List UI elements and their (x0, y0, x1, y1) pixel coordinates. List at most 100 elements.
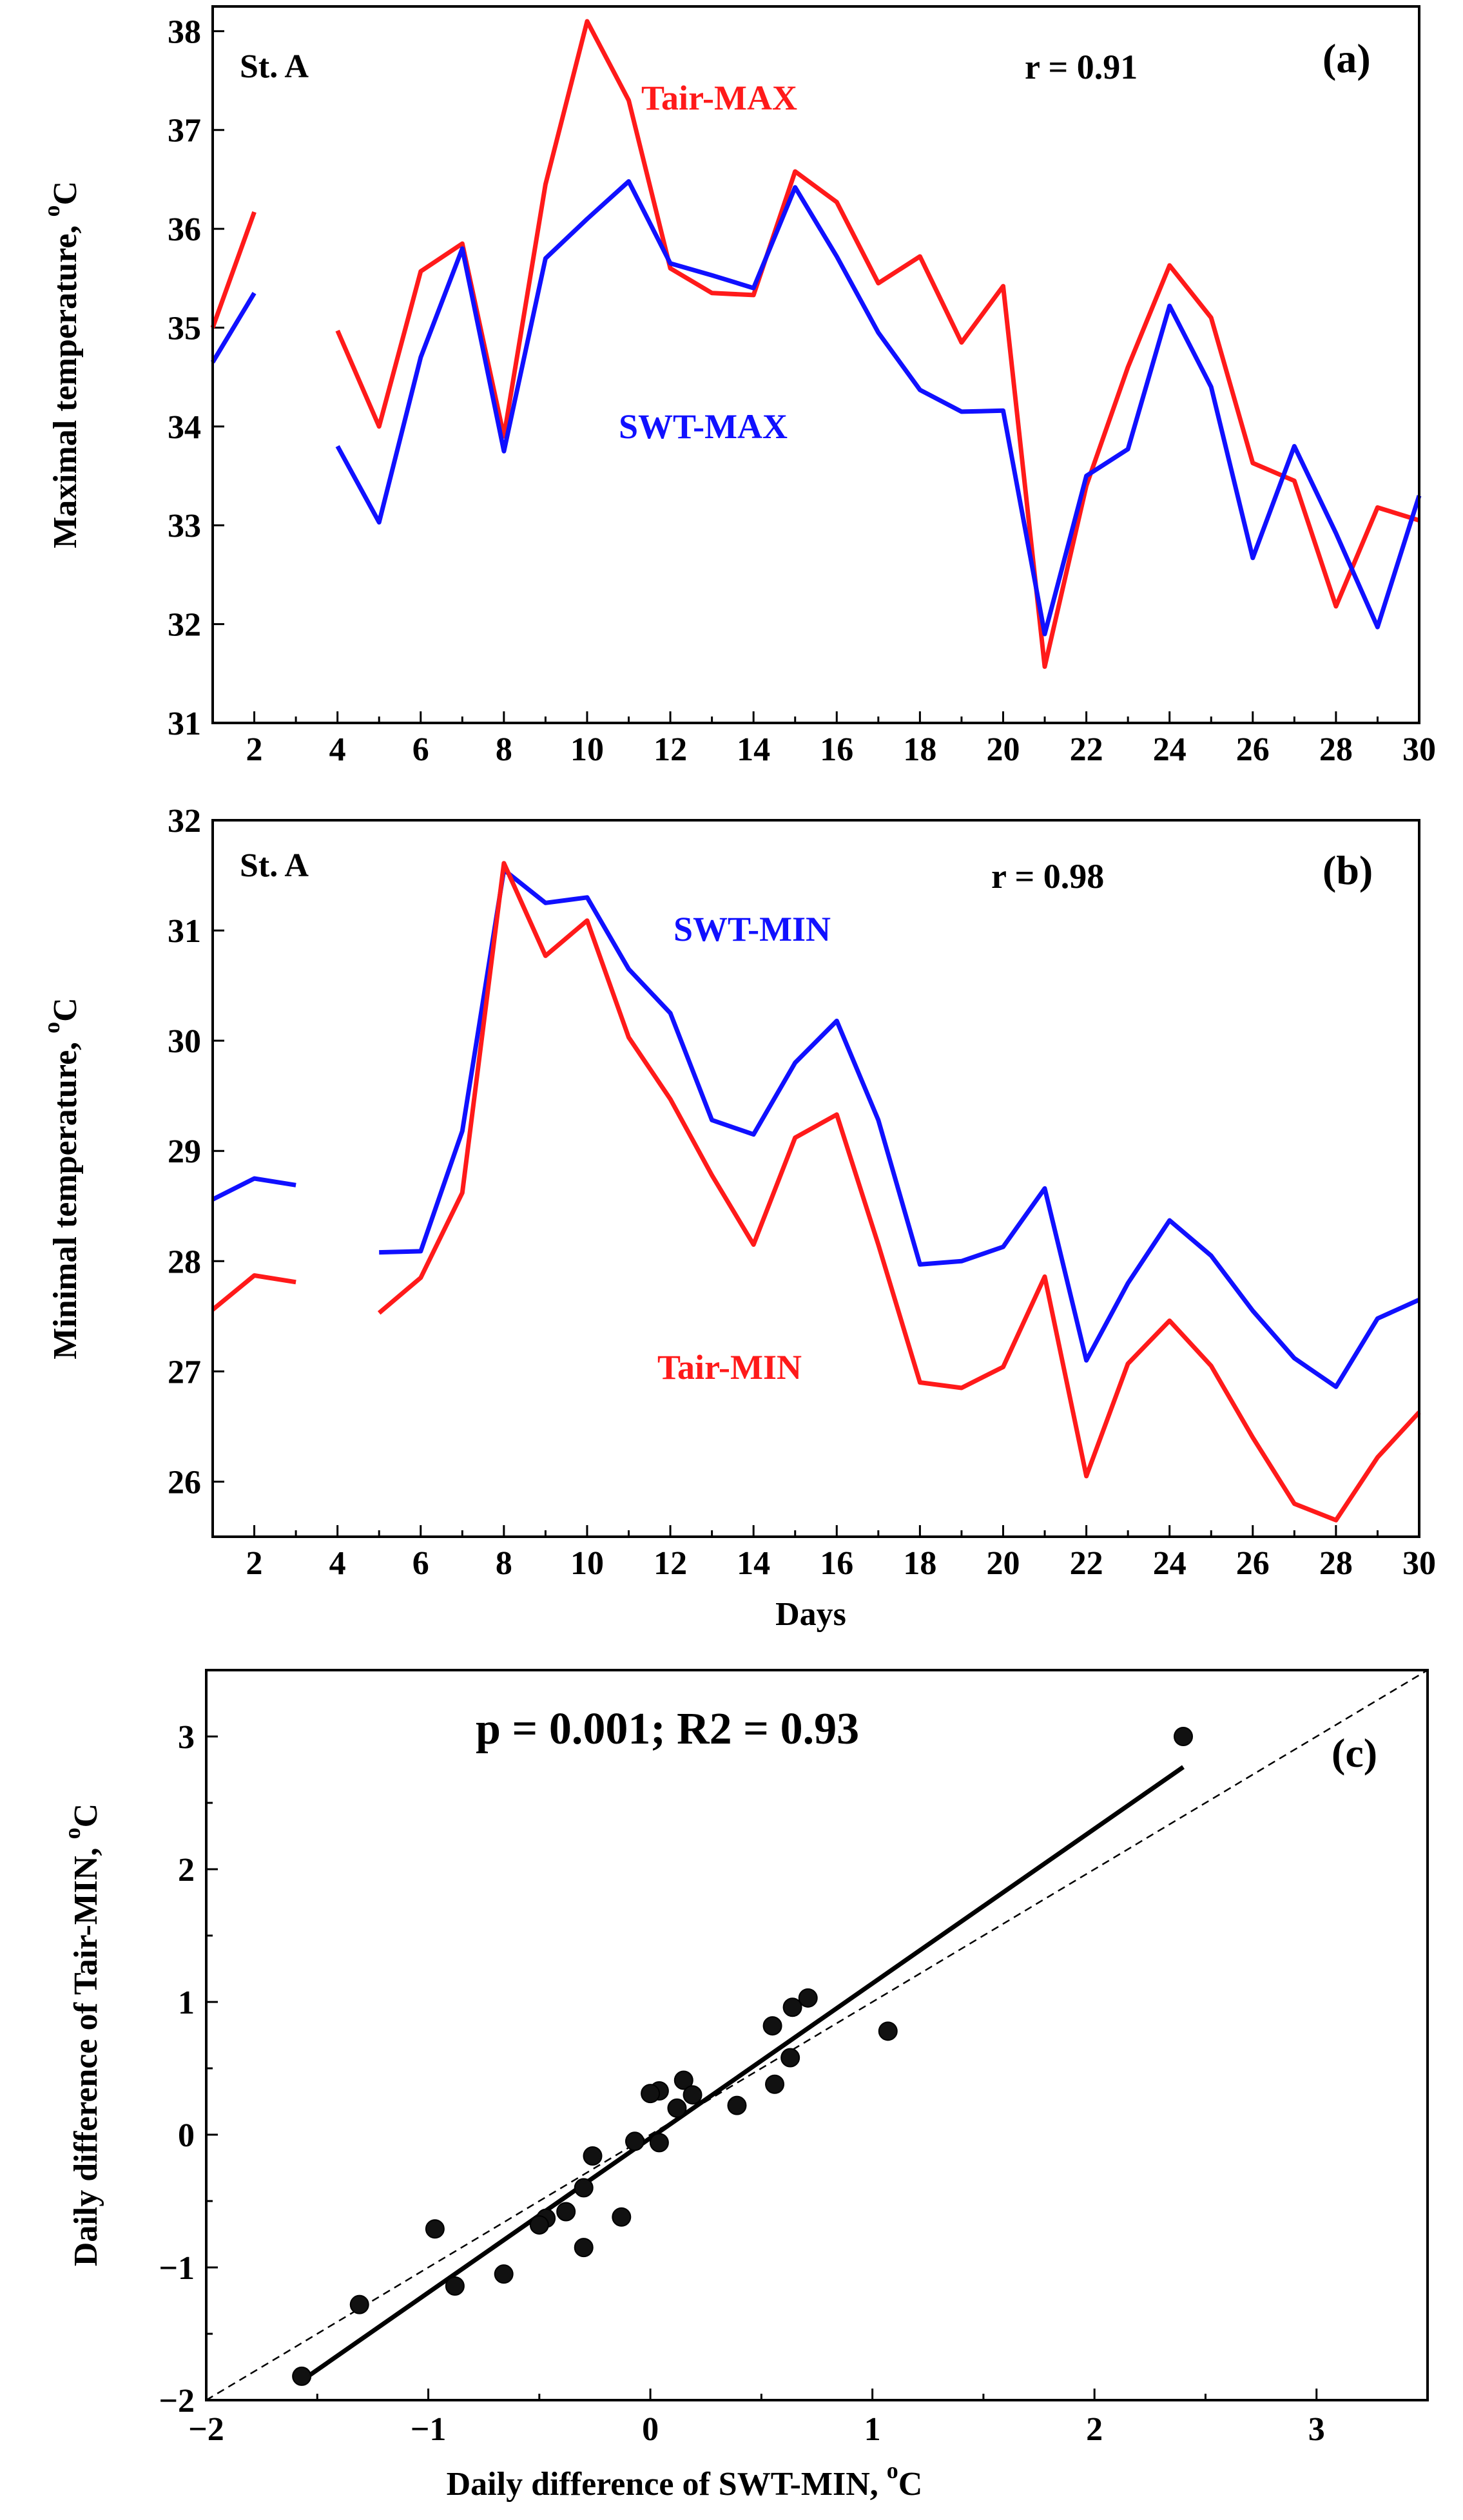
panel-a-x-tick-label-26: 26 (1236, 731, 1270, 768)
panel-c-x-tick-label-2: 2 (1086, 2411, 1103, 2448)
panel-b-x-tick-label-2: 2 (246, 1545, 263, 1582)
panel-b-x-tick-label-30: 30 (1402, 1545, 1436, 1582)
panel-c-y-tick-label--2: −2 (159, 2383, 195, 2419)
panel-a-x-tick-label-16: 16 (820, 731, 853, 768)
panel-a-y-tick-label-32: 32 (168, 607, 201, 644)
panel-a-y-tick-label-35: 35 (168, 310, 201, 347)
panel-c-scatter-point (425, 2219, 445, 2239)
panel-c-scatter-point (649, 2133, 669, 2153)
panel-a-max-temperature: 2 4 6 8 10 12 14 16 18 20 22 24 26 28 3031323334353637… (39, 5, 1436, 768)
panel-c-scatter-point (556, 2202, 576, 2222)
panel-c-scatter-point (765, 2074, 785, 2094)
panel-a-legend-swt-max: SWT-MAX (619, 407, 788, 446)
panel-b-y-tick-label-31: 31 (168, 913, 201, 950)
panel-c-scatter-point (798, 1988, 818, 2008)
panel-a-legend-tair-max: Tair-MAX (641, 79, 797, 117)
panel-a-series-swt-max (211, 179, 1422, 637)
panel-c-scatter-point (667, 2098, 687, 2118)
panel-b-y-tick-label-27: 27 (168, 1354, 201, 1390)
panel-a-x-tick-label-8: 8 (496, 731, 512, 768)
panel-b-correlation: r = 0.98 (991, 857, 1104, 896)
panel-c-x-tick-label--2: −2 (188, 2411, 224, 2448)
panel-b-x-tick-label-24: 24 (1153, 1545, 1187, 1582)
panel-b-x-tick-label-16: 16 (820, 1545, 853, 1582)
panel-a-series-tair-max (210, 19, 1420, 669)
panel-c-scatter-point (641, 2084, 661, 2104)
panel-b-x-tick-label-8: 8 (496, 1545, 512, 1582)
panel-a-x-tick-label-14: 14 (737, 731, 770, 768)
panel-c-x-axis-title: Daily difference of SWT-MIN, oC (447, 2457, 923, 2503)
panel-a-y-tick-label-37: 37 (168, 113, 201, 149)
panel-b-frame (211, 819, 1420, 1538)
panel-a-x-tick-label-10: 10 (570, 731, 604, 768)
panel-b-series-tair-min (211, 861, 1421, 1523)
panel-c-scatter-point (727, 2095, 747, 2115)
panel-c-scatter-point (683, 2085, 702, 2105)
panel-c-scatter-point (780, 2048, 800, 2068)
panel-c-scatter-point (625, 2131, 644, 2151)
panel-c-x-tick-label-3: 3 (1308, 2411, 1325, 2448)
panel-c-y-tick-label--1: −1 (159, 2250, 195, 2287)
panel-a-ticks: 2 4 6 8 10 12 14 16 18 20 22 24 26 28 3031323334353637… (168, 14, 1436, 768)
panel-b-x-tick-label-22: 22 (1070, 1545, 1103, 1582)
panel-b-y-tick-label-32: 32 (168, 803, 201, 840)
panel-a-x-tick-label-30: 30 (1402, 731, 1436, 768)
panel-a-y-axis-title: Maximal temperature, oC (39, 181, 84, 548)
panel-c-scatter-point (574, 2238, 594, 2258)
panel-c-scatter-point (782, 1997, 802, 2017)
panel-a-x-tick-label-6: 6 (412, 731, 429, 768)
panel-c-regression-line (305, 1765, 1185, 2380)
panel-c-frame (205, 1669, 1429, 2401)
panel-b-y-tick-label-30: 30 (168, 1023, 201, 1060)
panel-b-x-tick-label-10: 10 (570, 1545, 604, 1582)
panel-c-scatter-point (349, 2294, 369, 2314)
panel-c-scatter-point (494, 2264, 514, 2284)
panel-a-x-tick-label-4: 4 (329, 731, 346, 768)
panel-b-x-tick-label-14: 14 (737, 1545, 770, 1582)
panel-a-x-tick-label-28: 28 (1319, 731, 1353, 768)
panel-c-scatter-point (1174, 1727, 1193, 1746)
panel-c-y-tick-label-1: 1 (178, 1985, 195, 2021)
panel-c-scatter-point (574, 2178, 594, 2198)
panel-a-frame (211, 5, 1420, 724)
panel-b-tag: (b) (1323, 847, 1373, 893)
panel-b-x-axis-title: Days (775, 1596, 846, 1633)
panel-a-x-tick-label-22: 22 (1070, 731, 1103, 768)
panel-c-y-tick-label-2: 2 (178, 1852, 195, 1889)
panel-c-x-tick-label--1: −1 (411, 2411, 447, 2448)
panel-b-x-tick-label-26: 26 (1236, 1545, 1270, 1582)
panel-b-series-swt-min (211, 867, 1420, 1389)
panel-a-x-tick-label-12: 12 (654, 731, 687, 768)
panel-b-x-tick-label-18: 18 (903, 1545, 936, 1582)
panel-b-x-tick-label-4: 4 (329, 1545, 346, 1582)
panel-c-ticks: −2 −1 0 1 2 3 −2 −1 0 1 2 3 (159, 1719, 1324, 2448)
panel-c-y-tick-label-3: 3 (178, 1719, 195, 1756)
panel-a-series-lines (210, 19, 1422, 669)
panel-b-y-axis-title: Minimal temperature, oC (39, 997, 84, 1359)
panel-b-y-tick-label-28: 28 (168, 1244, 201, 1280)
panel-b-x-tick-label-28: 28 (1319, 1545, 1353, 1582)
panel-c-scatter-point (673, 2070, 693, 2090)
panel-c-x-tick-label-1: 1 (864, 2411, 881, 2448)
panel-b-x-tick-label-12: 12 (654, 1545, 687, 1582)
panel-a-y-tick-label-38: 38 (168, 14, 201, 50)
panel-c-scatter-point (529, 2215, 549, 2235)
panel-b-x-tick-label-6: 6 (412, 1545, 429, 1582)
panel-b-station-label: St. A (240, 847, 309, 884)
panel-a-station-label: St. A (240, 48, 309, 85)
panel-a-correlation: r = 0.91 (1025, 48, 1138, 86)
panel-c-scatter: −2 −1 0 1 2 3 −2 −1 0 1 2 3 p = 0.001; R2 = 0.93 (c… (59, 1669, 1429, 2503)
panel-b-y-tick-label-29: 29 (168, 1133, 201, 1170)
panel-b-legend-tair-min: Tair-MIN (657, 1348, 802, 1387)
panel-a-y-tick-label-34: 34 (168, 409, 201, 446)
panel-c-scatter-point (612, 2207, 632, 2227)
panel-a-y-tick-label-31: 31 (168, 706, 201, 742)
panel-c-scatter-point (878, 2021, 898, 2041)
panel-c-scatter-point (445, 2276, 465, 2296)
panel-b-x-tick-label-20: 20 (986, 1545, 1020, 1582)
panel-c-points (292, 1727, 1193, 2386)
panel-b-legend-swt-min: SWT-MIN (673, 910, 831, 948)
panel-b-y-tick-label-26: 26 (168, 1464, 201, 1501)
